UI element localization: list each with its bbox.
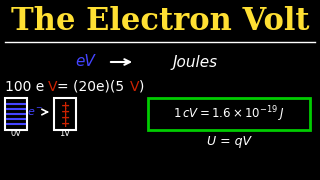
Text: The Electron Volt: The Electron Volt <box>11 6 309 37</box>
Bar <box>54 98 76 130</box>
Text: V: V <box>130 80 140 94</box>
Bar <box>148 98 310 130</box>
Text: eV: eV <box>75 55 95 69</box>
Text: 1V: 1V <box>60 129 70 138</box>
Text: +: + <box>60 107 70 117</box>
Text: Joules: Joules <box>172 55 218 69</box>
Text: 0V: 0V <box>11 129 21 138</box>
Text: V: V <box>48 80 58 94</box>
Text: U = qV: U = qV <box>207 136 251 148</box>
Text: +: + <box>60 113 70 123</box>
Text: ): ) <box>139 80 144 94</box>
Text: +: + <box>60 119 70 129</box>
Text: = (20e)(5: = (20e)(5 <box>57 80 124 94</box>
Text: $1\,cV = 1.6 \times 10^{-19}\,J$: $1\,cV = 1.6 \times 10^{-19}\,J$ <box>173 104 284 124</box>
Text: +: + <box>60 101 70 111</box>
Bar <box>5 98 27 130</box>
Text: $e^-$: $e^-$ <box>27 106 43 118</box>
Text: 100 e: 100 e <box>5 80 44 94</box>
